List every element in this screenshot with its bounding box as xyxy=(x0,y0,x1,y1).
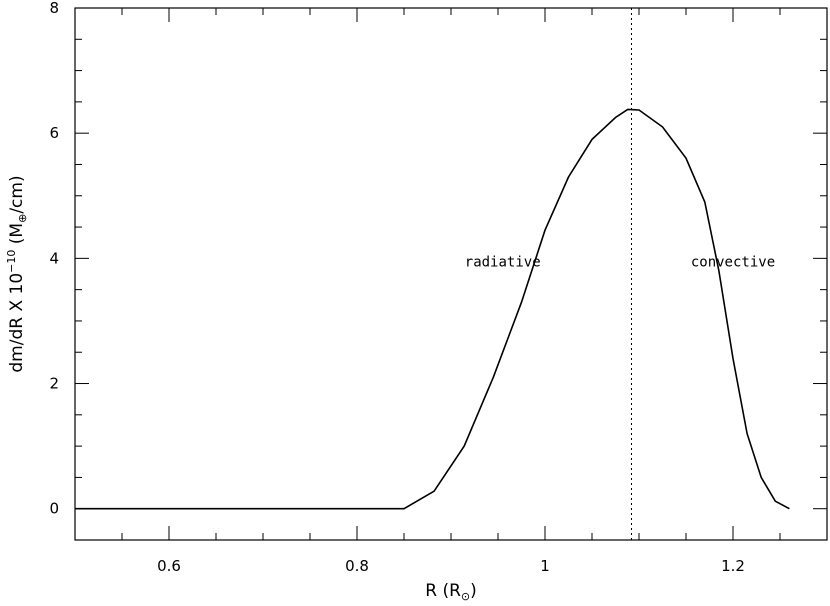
y-axis-label-main: dm/dR X 10 xyxy=(7,273,27,373)
y-tick-label: 0 xyxy=(49,500,59,518)
x-tick-label: 0.8 xyxy=(345,557,369,575)
x-axis-label-paren: (R xyxy=(437,581,461,601)
x-tick-label: 0.6 xyxy=(157,557,181,575)
y-axis-label-subscript: ⊕ xyxy=(16,214,29,223)
x-tick-label: 1 xyxy=(540,557,550,575)
y-tick-labels: 0 2 4 6 8 xyxy=(49,0,59,518)
tick-marks xyxy=(75,8,827,540)
annotations: radiative convective xyxy=(465,254,775,270)
x-tick-label: 1.2 xyxy=(721,557,745,575)
y-axis-label-unit: /cm) xyxy=(7,175,27,213)
plot-frame xyxy=(74,7,828,541)
y-axis-label: dm/dR X 10−10 (M⊕/cm) xyxy=(5,175,29,372)
x-axis-label-close: ) xyxy=(470,581,477,601)
y-tick-label: 8 xyxy=(49,0,59,17)
y-tick-label: 2 xyxy=(49,375,59,393)
x-axis-label-subscript: ⊙ xyxy=(461,590,470,603)
y-axis-label-paren: (M xyxy=(7,223,27,250)
y-axis-label-exponent: −10 xyxy=(5,250,18,273)
annotation-radiative: radiative xyxy=(465,254,541,270)
x-tick-labels: 0.6 0.8 1 1.2 xyxy=(157,557,745,575)
x-axis-label: R (R⊙) xyxy=(425,581,477,603)
series-line xyxy=(75,108,790,510)
y-tick-label: 4 xyxy=(49,249,59,267)
x-axis-label-main: R xyxy=(425,581,437,601)
y-tick-label: 6 xyxy=(49,124,59,142)
annotation-convective: convective xyxy=(691,254,775,270)
